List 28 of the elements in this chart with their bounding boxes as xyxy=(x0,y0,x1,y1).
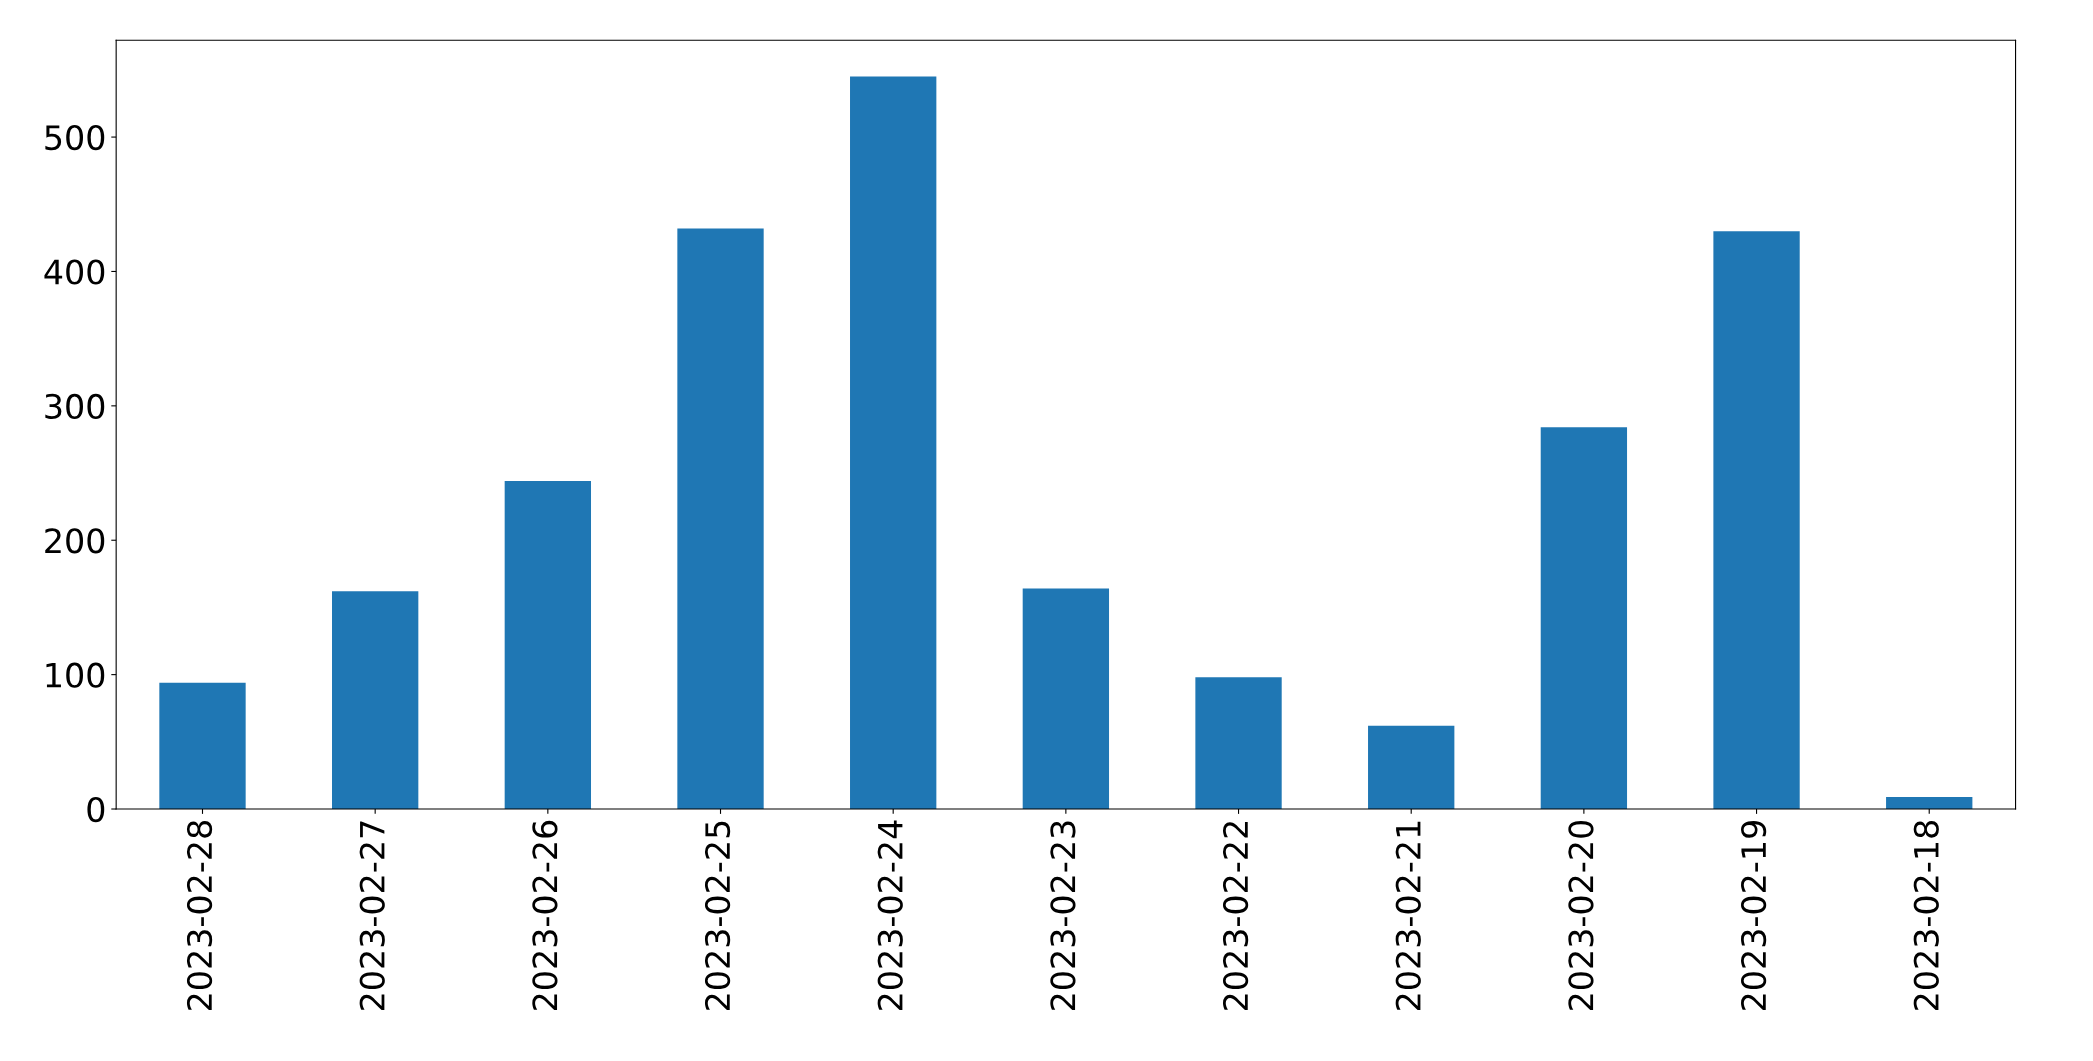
y-tick-label: 300 xyxy=(45,393,105,419)
bar xyxy=(332,591,419,810)
x-tick-label: 2023-02-24 xyxy=(877,820,903,1011)
bar xyxy=(159,682,246,810)
bar xyxy=(1540,427,1628,810)
y-tick-label: 400 xyxy=(44,259,105,285)
x-tick-label: 2023-02-21 xyxy=(1395,821,1421,1011)
x-tick-label: 2023-02-28 xyxy=(186,821,213,1011)
bar xyxy=(1886,796,1973,810)
bar xyxy=(1713,231,1800,810)
bar xyxy=(1022,588,1110,810)
x-tick-label: 2023-02-25 xyxy=(704,821,731,1011)
bar xyxy=(850,76,937,810)
x-tick-label: 2023-02-22 xyxy=(1222,822,1249,1011)
x-tick-label: 2023-02-18 xyxy=(1913,821,1939,1011)
x-tick-label: 2023-02-26 xyxy=(532,820,558,1011)
x-tick-label: 2023-02-23 xyxy=(1050,821,1076,1011)
y-tick-label: 200 xyxy=(45,528,105,554)
x-tick-label: 2023-02-20 xyxy=(1568,820,1594,1011)
bar xyxy=(677,228,764,810)
bar xyxy=(1195,677,1282,810)
x-tick-label: 2023-02-27 xyxy=(359,821,385,1011)
x-tick-label: 2023-02-19 xyxy=(1741,821,1767,1011)
bar xyxy=(504,481,592,810)
y-tick-label: 0 xyxy=(87,796,105,823)
bar xyxy=(1368,725,1455,810)
y-tick-label: 100 xyxy=(46,662,105,688)
y-tick-label: 500 xyxy=(45,125,105,151)
